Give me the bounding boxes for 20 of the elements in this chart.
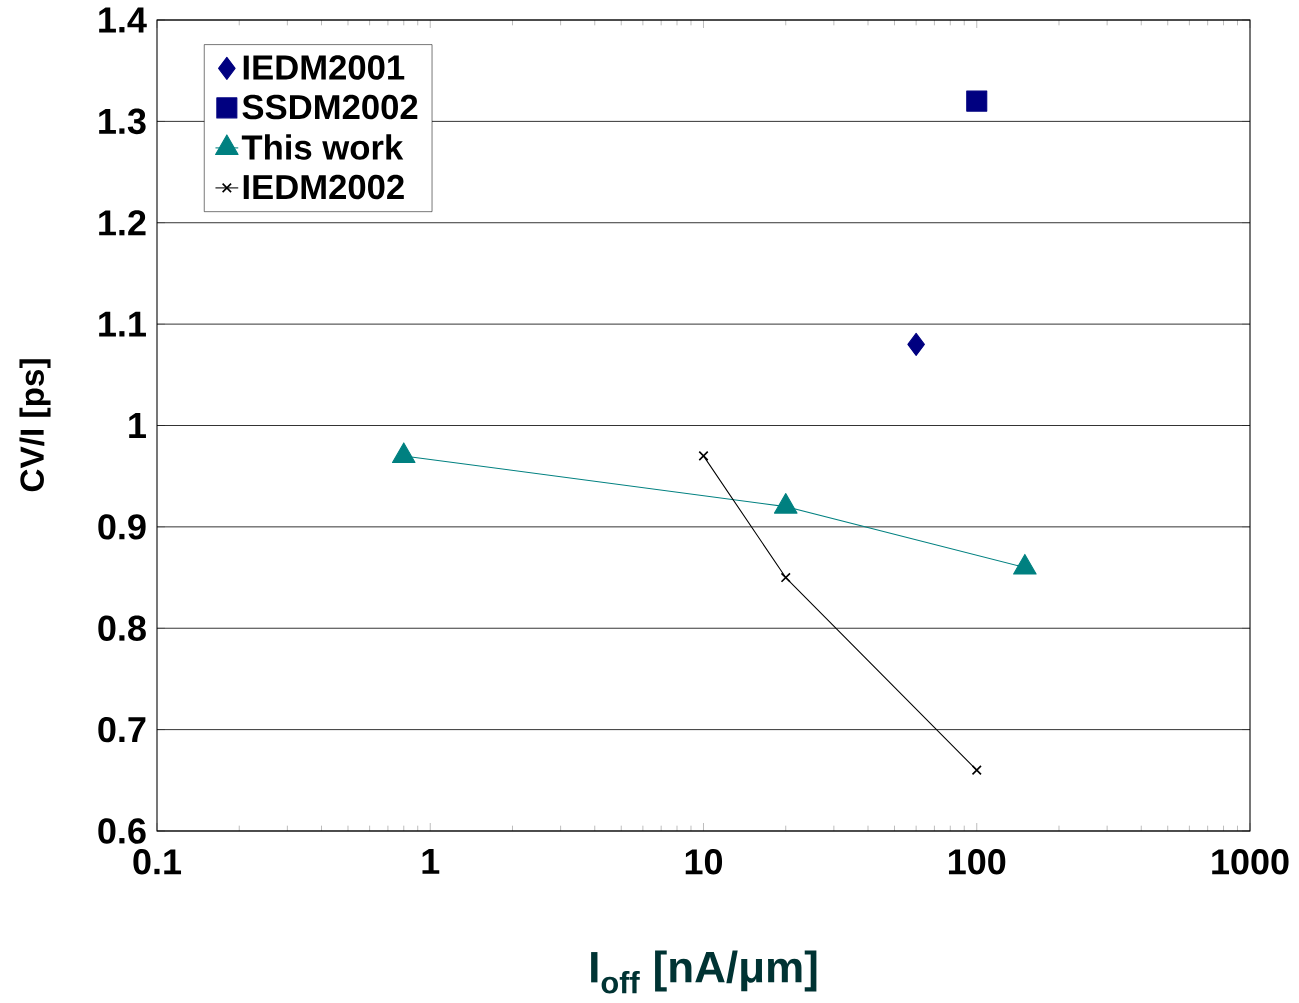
y-tick-label: 1.4 — [99, 7, 147, 33]
x-tick-label: 1000 — [1212, 849, 1289, 875]
y-tick-label: 1.2 — [99, 210, 146, 236]
y-tick-label: 0.8 — [98, 615, 146, 641]
x-tick-label: 1 — [422, 849, 440, 874]
y-tick-label: 1.3 — [99, 108, 146, 135]
y-tick-label: 0.9 — [98, 514, 146, 540]
y-tick-label: 0.7 — [98, 716, 146, 743]
y-tick-label: 1.1 — [99, 311, 146, 337]
y-tick-label: 1 — [129, 413, 146, 438]
x-tick-label: 100 — [948, 849, 1006, 875]
legend-label: IEDM2002 — [243, 174, 404, 200]
y-axis-title: CV/I [ps] — [19, 359, 51, 492]
legend-label: This work — [241, 134, 404, 160]
x-tick-label: 0.1 — [133, 849, 182, 875]
x-tick-label: 10 — [685, 849, 723, 875]
legend-label: SSDM2002 — [242, 94, 418, 120]
y-tick-label: 0.6 — [98, 818, 146, 844]
x-axis-title: I$_{off}$ [nA/μm] — [591, 950, 817, 994]
legend-label: IEDM2001 — [243, 55, 405, 80]
